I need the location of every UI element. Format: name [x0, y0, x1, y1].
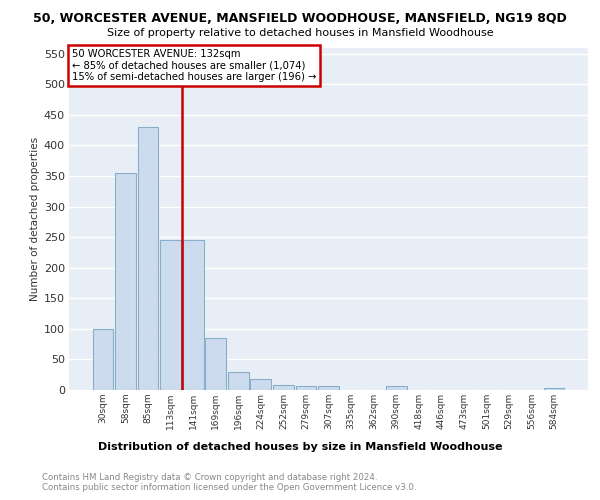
Bar — [228, 372, 248, 390]
Bar — [183, 240, 203, 390]
Bar — [115, 173, 136, 390]
Bar — [296, 386, 316, 390]
Y-axis label: Number of detached properties: Number of detached properties — [29, 136, 40, 301]
Bar — [160, 240, 181, 390]
Bar — [137, 127, 158, 390]
Bar — [318, 386, 339, 390]
Text: Distribution of detached houses by size in Mansfield Woodhouse: Distribution of detached houses by size … — [98, 442, 502, 452]
Bar — [386, 386, 407, 390]
Bar — [92, 329, 113, 390]
Bar — [205, 338, 226, 390]
Text: 50 WORCESTER AVENUE: 132sqm
← 85% of detached houses are smaller (1,074)
15% of : 50 WORCESTER AVENUE: 132sqm ← 85% of det… — [71, 49, 316, 82]
Text: 50, WORCESTER AVENUE, MANSFIELD WOODHOUSE, MANSFIELD, NG19 8QD: 50, WORCESTER AVENUE, MANSFIELD WOODHOUS… — [33, 12, 567, 26]
Text: Contains HM Land Registry data © Crown copyright and database right 2024.
Contai: Contains HM Land Registry data © Crown c… — [42, 472, 416, 492]
Bar — [273, 385, 294, 390]
Bar — [544, 388, 565, 390]
Text: Size of property relative to detached houses in Mansfield Woodhouse: Size of property relative to detached ho… — [107, 28, 493, 38]
Bar — [250, 379, 271, 390]
